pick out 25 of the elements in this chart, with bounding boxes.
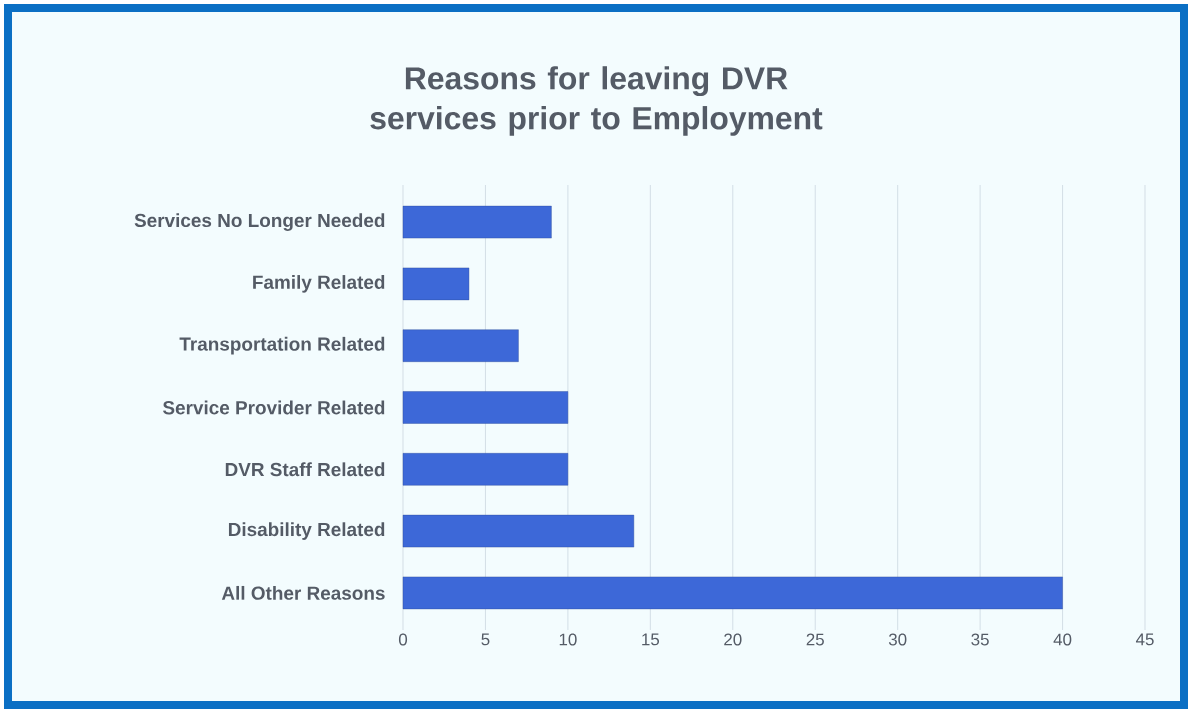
- x-tick-label: 30: [888, 633, 907, 646]
- x-tick-label: 20: [724, 633, 742, 646]
- bar: [402, 391, 569, 424]
- y-tick-label: DVR Staff Related: [225, 462, 385, 477]
- x-tick-label: 0: [398, 633, 408, 646]
- x-tick-label: 25: [806, 633, 824, 646]
- x-tick-label: 35: [971, 633, 989, 646]
- y-tick-label: Disability Related: [228, 522, 385, 540]
- bar: [402, 267, 470, 301]
- chart-title: Reasons for leaving DVR services prior to Employment: [370, 66, 823, 136]
- bar: [402, 514, 635, 548]
- x-tick-label: 45: [1135, 633, 1154, 646]
- y-tick-label: All Other Reasons: [221, 585, 385, 600]
- x-tick-label: 5: [481, 633, 490, 646]
- y-tick-label: Family Related: [253, 275, 385, 293]
- bar: [402, 453, 569, 486]
- x-tick-label: 15: [642, 633, 660, 646]
- x-tick-label: 10: [559, 633, 577, 646]
- bar: [402, 205, 552, 239]
- bar: [402, 329, 519, 362]
- y-tick-label: Services No Longer Needed: [134, 213, 385, 231]
- bar: [402, 576, 1063, 610]
- y-tick-label: Transportation Related: [179, 336, 385, 355]
- y-tick-label: Service Provider Related: [162, 400, 385, 415]
- x-tick-label: 40: [1053, 633, 1072, 646]
